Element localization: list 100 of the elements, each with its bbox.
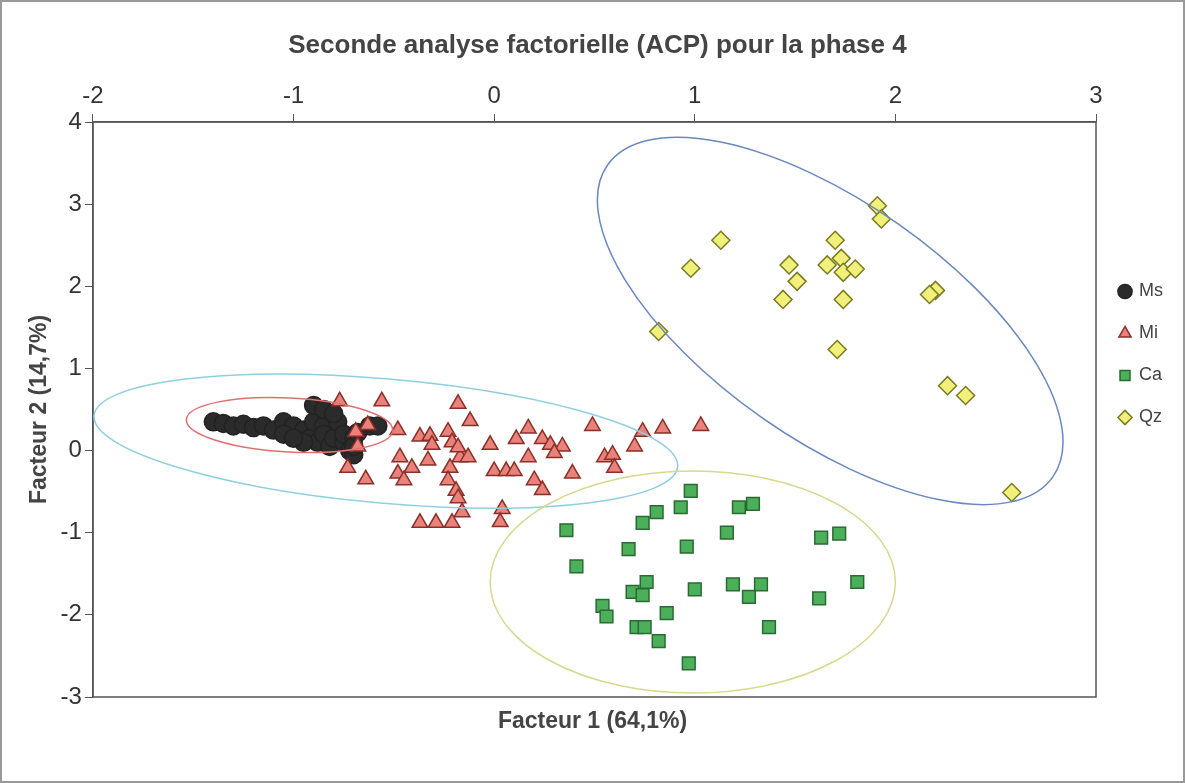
x-tick-label: 3 [1089,81,1103,109]
x-axis-title: Facteur 1 (64,1%) [496,707,689,734]
point [639,574,654,590]
point [563,463,581,479]
point [359,415,377,431]
point [605,458,624,474]
point [659,606,674,621]
point [832,526,847,541]
y-tick-label: 2 [68,270,82,298]
point [817,255,837,275]
point [761,620,777,635]
y-tick-label: -1 [60,517,82,545]
point [427,513,445,529]
y-tick-label: 3 [68,188,82,216]
point [441,458,459,474]
point [673,500,688,515]
point [779,255,799,275]
point [443,513,461,529]
point [679,539,694,554]
point [773,289,793,310]
point [559,523,574,538]
point [741,589,757,604]
legend-label: Ms [1139,280,1164,301]
point [391,447,409,463]
point [481,435,499,451]
point [423,435,441,451]
point [850,574,865,590]
point [507,429,525,445]
point [827,339,847,360]
point [533,480,551,496]
point [626,436,644,452]
point [283,428,304,448]
point [654,418,672,434]
point [357,469,375,485]
point [635,588,650,603]
y-tick-label: 4 [68,106,82,134]
x-tick-label: 1 [688,81,702,109]
point [525,470,543,486]
point [649,505,664,520]
point [621,542,636,557]
point [395,470,413,486]
x-tick-label: -1 [282,81,305,109]
point [449,394,467,409]
point [831,248,851,269]
chart-title: Seconde analyse factorielle (ACP) pour la phase 4 [288,28,908,59]
point [347,421,365,437]
point [389,420,407,436]
point [449,488,467,504]
point [725,577,741,592]
y-tick-label: -2 [60,599,82,627]
point [812,591,827,606]
point [419,450,437,466]
point [439,421,457,437]
point [833,289,853,310]
point [871,209,892,229]
point [439,470,457,486]
point [599,609,614,624]
point [683,483,698,498]
point [681,258,701,278]
point [519,418,537,434]
point [491,512,509,528]
point [637,620,652,635]
point [545,443,563,459]
point [825,230,845,251]
y-tick-label: -3 [60,681,82,709]
point [711,230,731,251]
point [323,403,344,424]
point [461,411,479,427]
point [339,458,357,474]
point [692,416,710,432]
y-tick-label: 1 [68,353,82,381]
point [814,530,829,545]
legend-label: Mi [1139,322,1159,343]
point [753,577,769,592]
point [373,391,391,407]
point [519,447,537,463]
point [449,437,467,453]
point [787,271,807,292]
point [919,284,940,305]
point [505,461,523,477]
y-axis-title: Facteur 2 (14,7%) [25,314,52,505]
point [719,525,734,540]
point [955,385,976,406]
point [569,559,584,574]
point [937,375,958,396]
point [583,416,602,432]
point [731,500,747,515]
point [1002,482,1022,503]
point [745,496,761,512]
y-tick-label: 0 [68,435,82,463]
point [411,513,429,529]
x-tick-label: 0 [487,81,501,109]
x-tick-label: 2 [888,81,903,109]
point [603,444,622,460]
point [459,447,477,463]
point [403,458,421,474]
point [681,656,696,671]
point [687,582,702,597]
point [651,634,666,649]
point [845,259,866,279]
